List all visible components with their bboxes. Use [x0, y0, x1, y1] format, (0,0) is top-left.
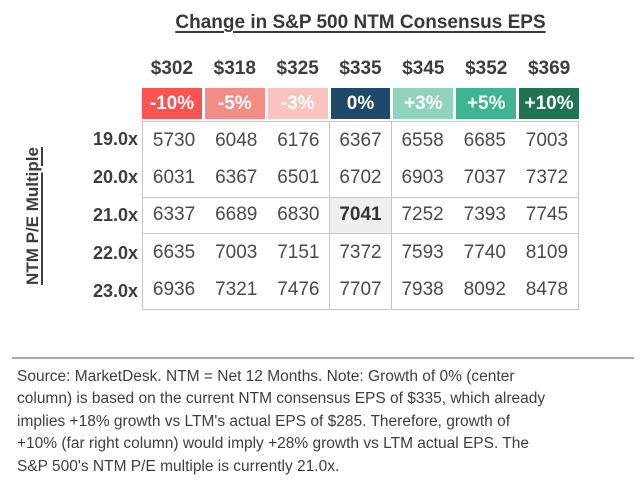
growth-column-header: +5% [456, 88, 517, 119]
eps-column-header: $318 [213, 58, 256, 79]
source-note-line: S&P 500's NTM P/E multiple is currently … [17, 457, 340, 475]
eps-value-cell: 7252 [391, 196, 454, 235]
eps-value-cell: 6048 [215, 129, 258, 151]
eps-column-header: $325 [276, 58, 319, 79]
eps-value-cell: 7041 [329, 196, 392, 235]
source-note-line: column) is based on the current NTM cons… [17, 390, 546, 408]
eps-value-cell: 5730 [152, 129, 196, 151]
pe-row-label: 23.0x [92, 280, 138, 301]
eps-value-cell: 6689 [205, 196, 268, 235]
eps-value-cell: 6702 [329, 159, 392, 197]
eps-value-cell: 7151 [277, 241, 320, 263]
source-note-line: +10% (far right column) would imply +28%… [17, 435, 530, 453]
eps-matrix-table: 5730 6048 6176 6367 6558 6685 7003 6031 6367 6501… [142, 121, 579, 310]
eps-value-cell: 6031 [152, 167, 196, 189]
eps-header-row: $302 $318 $325 $335 $345 $352 $369 [142, 56, 579, 82]
eps-value-cell: 6367 [329, 122, 392, 160]
eps-value-cell: 8478 [525, 279, 569, 301]
eps-value-cell: 6176 [277, 129, 320, 151]
growth-column-header: +10% [519, 88, 580, 119]
eps-value-cell: 6903 [401, 167, 444, 189]
eps-value-cell: 6501 [277, 167, 320, 189]
eps-value-cell: 6367 [215, 167, 258, 189]
growth-column-header: -10% [142, 88, 202, 119]
eps-value-cell: 6337 [143, 196, 206, 235]
eps-value-cell: 7745 [515, 196, 578, 235]
eps-column-header: $345 [402, 58, 445, 79]
pe-row-label: 22.0x [92, 242, 138, 263]
eps-value-cell: 7037 [463, 167, 506, 189]
eps-value-cell: 6685 [463, 129, 506, 151]
eps-value-cell: 6558 [401, 129, 444, 151]
eps-value-cell: 7372 [525, 167, 569, 189]
footer-divider [12, 357, 634, 359]
eps-column-header: $352 [465, 58, 508, 79]
eps-value-cell: 7003 [525, 129, 569, 151]
eps-value-cell: 7740 [463, 241, 506, 263]
eps-value-cell: 7707 [329, 271, 392, 309]
eps-column-header: $335 [339, 58, 382, 79]
eps-value-cell: 6830 [267, 196, 330, 235]
source-note: Source: MarketDesk. NTM = Net 12 Months.… [17, 366, 632, 478]
eps-value-cell: 7593 [401, 241, 444, 263]
eps-value-cell: 7372 [329, 234, 392, 272]
source-note-line: Source: MarketDesk. NTM = Net 12 Months.… [17, 368, 515, 385]
eps-column-header: $302 [150, 58, 194, 79]
eps-value-cell: 7393 [453, 196, 516, 235]
pe-row-label: 19.0x [92, 129, 138, 150]
source-note-line: implies +18% growth vs LTM's actual EPS … [17, 412, 511, 430]
y-axis-label: NTM P/E Multiple [23, 147, 42, 285]
growth-column-header: +3% [393, 88, 454, 119]
eps-value-cell: 7476 [277, 279, 320, 301]
eps-column-header: $369 [527, 58, 571, 79]
eps-value-cell: 6936 [152, 279, 196, 301]
eps-value-cell: 8092 [463, 279, 506, 301]
pe-row-label: 20.0x [92, 167, 138, 188]
pe-row-label: 21.0x [92, 204, 138, 225]
growth-column-header: -5% [204, 88, 265, 119]
eps-value-cell: 7321 [215, 279, 258, 301]
growth-column-header: -3% [267, 88, 328, 119]
pe-multiple-row-labels: 19.0x 20.0x 21.0x 22.0x 23.0x [60, 121, 138, 310]
eps-value-cell: 6635 [152, 241, 196, 263]
eps-value-cell: 8109 [525, 241, 569, 263]
eps-value-cell: 7003 [215, 241, 258, 263]
growth-column-header: 0% [330, 88, 391, 119]
eps-value-cell: 7938 [401, 279, 444, 301]
chart-title: Change in S&P 500 NTM Consensus EPS [175, 12, 546, 33]
growth-header-row: -10% -5% -3% 0% +3% +5% +10% [142, 88, 580, 119]
